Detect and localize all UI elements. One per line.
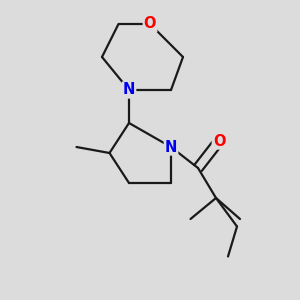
Text: N: N <box>123 82 135 98</box>
Text: N: N <box>165 140 177 154</box>
Text: O: O <box>144 16 156 32</box>
Text: O: O <box>213 134 225 148</box>
